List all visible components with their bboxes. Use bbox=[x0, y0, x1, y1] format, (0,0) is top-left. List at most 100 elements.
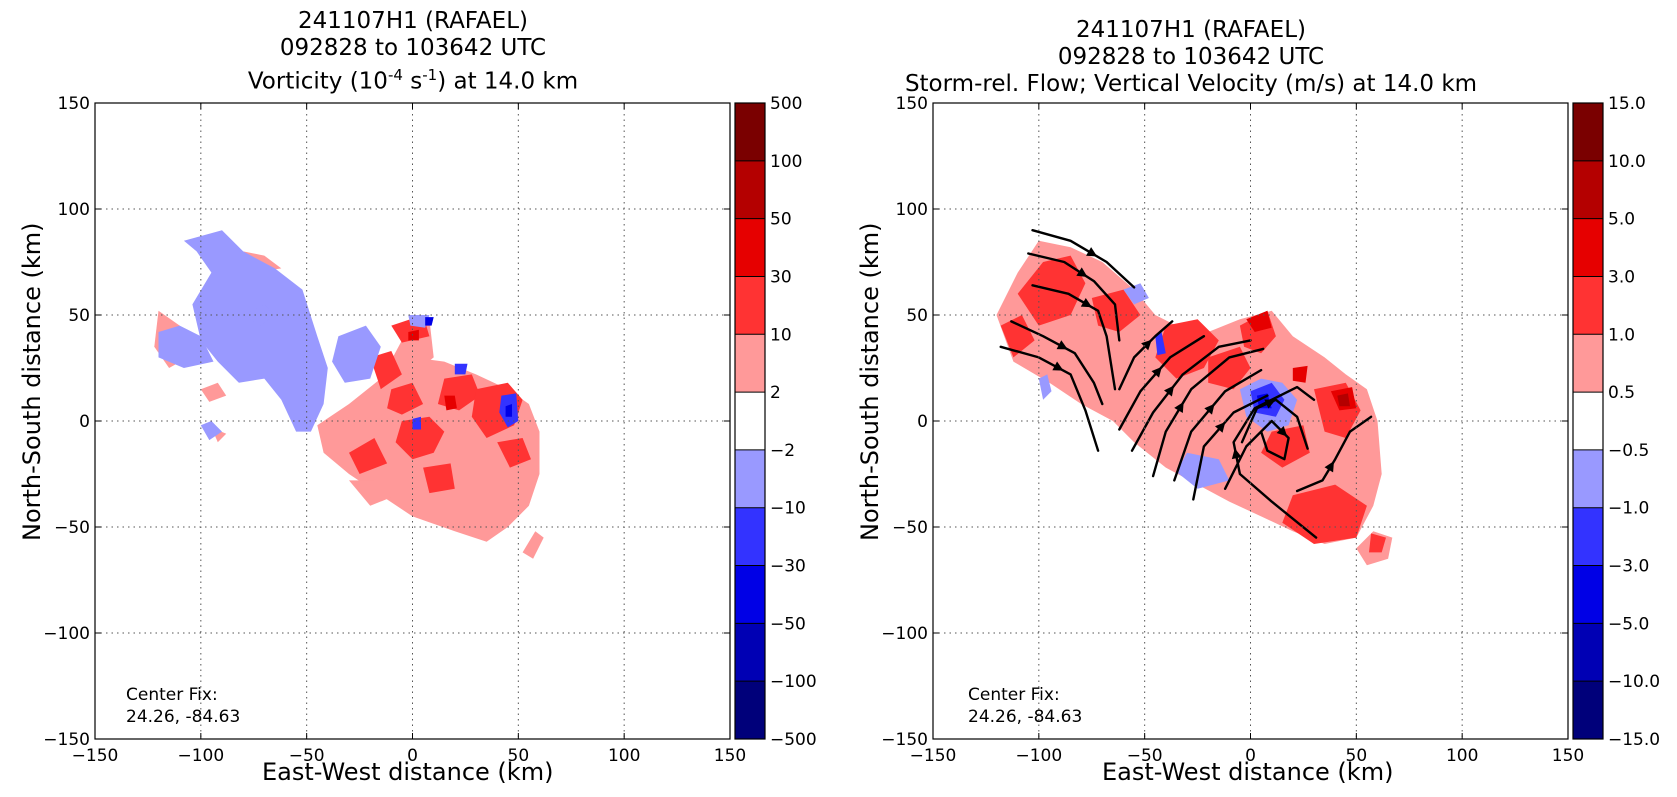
colorbar-tick-label: 15.0 bbox=[1608, 94, 1646, 114]
contour-region bbox=[1123, 283, 1149, 305]
center-fix-value: 24.26, -84.63 bbox=[968, 707, 1083, 727]
title-line1: 241107H1 (RAFAEL) bbox=[298, 8, 528, 34]
contour-region bbox=[183, 230, 328, 432]
colorbar-tick-label: −3.0 bbox=[1608, 557, 1649, 577]
contour-region bbox=[1337, 393, 1350, 407]
contour-region bbox=[1282, 484, 1367, 544]
streamline-arrowhead bbox=[1276, 425, 1288, 437]
contour-region bbox=[349, 438, 388, 474]
x-tick-label: −150 bbox=[72, 746, 119, 766]
streamline-arrowhead bbox=[1174, 401, 1184, 413]
contour-region bbox=[1038, 374, 1052, 400]
center-fix: Center Fix: 24.26, -84.63 bbox=[968, 684, 1082, 728]
contour-region bbox=[1000, 315, 1035, 358]
streamline-arrowhead bbox=[1141, 339, 1152, 351]
colorbar-bin bbox=[1573, 334, 1603, 393]
streamline-arrowhead bbox=[1056, 340, 1068, 350]
center-fix-label: Center Fix: bbox=[968, 685, 1060, 705]
contour-region bbox=[1155, 319, 1219, 379]
x-tick-label: 100 bbox=[608, 746, 640, 766]
center-fix: Center Fix: 24.26, -84.63 bbox=[126, 684, 240, 728]
contour-region bbox=[1292, 365, 1308, 383]
colorbar-bin bbox=[1573, 565, 1603, 624]
colorbar-bin bbox=[1573, 218, 1603, 277]
streamline-arrowhead bbox=[1076, 267, 1088, 277]
chart-title: 241107H1 (RAFAEL) 092828 to 103642 UTC S… bbox=[841, 17, 1541, 98]
contour-region bbox=[349, 480, 392, 506]
y-tick-label: 0 bbox=[79, 412, 90, 432]
x-tick-label: 0 bbox=[1245, 746, 1256, 766]
y-tick-label: 150 bbox=[896, 94, 928, 114]
x-tick-label: 50 bbox=[508, 746, 530, 766]
colorbar-tick-label: −100 bbox=[770, 672, 817, 692]
y-tick-label: −150 bbox=[881, 730, 928, 750]
streamline-arrowhead bbox=[1164, 385, 1175, 397]
colorbar-bin bbox=[735, 218, 765, 277]
contour-region bbox=[1155, 332, 1166, 356]
title-line1: 241107H1 (RAFAEL) bbox=[1076, 17, 1306, 43]
streamline bbox=[1223, 419, 1290, 490]
y-tick-label: −50 bbox=[54, 518, 90, 538]
y-tick-label: 0 bbox=[917, 412, 928, 432]
contour-region bbox=[408, 329, 419, 341]
streamline bbox=[999, 345, 1100, 452]
streamline-arrowhead bbox=[1151, 366, 1162, 378]
colorbar-tick-label: 10 bbox=[770, 325, 792, 345]
colorbar-tick-label: 30 bbox=[770, 267, 792, 287]
y-tick-label: −100 bbox=[43, 624, 90, 644]
colorbar-bin bbox=[735, 507, 765, 566]
x-tick-label: −50 bbox=[289, 746, 325, 766]
contour-region bbox=[425, 317, 434, 326]
contour-region bbox=[412, 416, 421, 430]
y-tick-label: 100 bbox=[896, 200, 928, 220]
colorbar-bin bbox=[735, 565, 765, 624]
y-tick-label: −150 bbox=[43, 730, 90, 750]
contour-region bbox=[444, 395, 457, 411]
colorbar-tick-label: −1.0 bbox=[1608, 499, 1649, 519]
colorbar-tick-label: −50 bbox=[770, 614, 806, 634]
colorbar-tick-label: 100 bbox=[770, 152, 802, 172]
colorbar-bin bbox=[735, 392, 765, 450]
title-line2: 092828 to 103642 UTC bbox=[1057, 44, 1325, 70]
colorbar-tick-label: 500 bbox=[770, 94, 802, 114]
vertical-velocity-panel: 241107H1 (RAFAEL) 092828 to 103642 UTC S… bbox=[838, 0, 1676, 797]
colorbar-bin bbox=[735, 681, 765, 739]
chart-title: 241107H1 (RAFAEL) 092828 to 103642 UTC V… bbox=[63, 8, 763, 96]
center-fix-label: Center Fix: bbox=[126, 685, 218, 705]
y-tick-label: 50 bbox=[68, 306, 90, 326]
vertical-velocity-plot: −150 150 −100 100 −50 50 0 0 50 −50 100 −100 150 −150… bbox=[881, 94, 1660, 766]
x-tick-label: 100 bbox=[1446, 746, 1478, 766]
colorbar-tick-label: −30 bbox=[770, 557, 806, 577]
contour-region bbox=[1261, 425, 1310, 468]
contour-region bbox=[200, 382, 227, 402]
x-tick-label: −50 bbox=[1127, 746, 1163, 766]
contour-region bbox=[505, 404, 512, 417]
contour-region bbox=[408, 315, 430, 328]
streamline-arrowhead bbox=[1052, 361, 1064, 371]
x-axis-label: East-West distance (km) bbox=[262, 758, 554, 786]
contour-region bbox=[395, 416, 445, 460]
vorticity-panel: 241107H1 (RAFAEL) 092828 to 103642 UTC V… bbox=[0, 0, 838, 797]
colorbar-tick-label: 2 bbox=[770, 383, 781, 403]
x-tick-label: −100 bbox=[1015, 746, 1062, 766]
center-fix-value: 24.26, -84.63 bbox=[126, 707, 241, 727]
streamline bbox=[1232, 385, 1318, 539]
contour-region bbox=[1208, 346, 1251, 390]
colorbar-tick-label: 3.0 bbox=[1608, 267, 1635, 287]
y-tick-label: −50 bbox=[892, 518, 928, 538]
colorbar-tick-label: −10 bbox=[770, 499, 806, 519]
streamline-arrowhead bbox=[1324, 461, 1334, 473]
contour-region bbox=[370, 351, 402, 390]
colorbar-tick-label: 1.0 bbox=[1608, 325, 1635, 345]
colorbar-tick-label: 50 bbox=[770, 210, 792, 230]
title-line2: 092828 to 103642 UTC bbox=[279, 35, 547, 61]
colorbar-bin bbox=[1573, 392, 1603, 450]
colorbar-bin bbox=[1573, 103, 1603, 161]
colorbar-bin bbox=[1573, 507, 1603, 566]
contour-region bbox=[200, 421, 222, 441]
colorbar-tick-label: −2 bbox=[770, 441, 795, 461]
x-tick-label: −100 bbox=[177, 746, 224, 766]
streamline bbox=[1151, 347, 1265, 478]
colorbar-tick-label: 0.5 bbox=[1608, 383, 1635, 403]
colorbar-bin bbox=[1573, 449, 1603, 508]
